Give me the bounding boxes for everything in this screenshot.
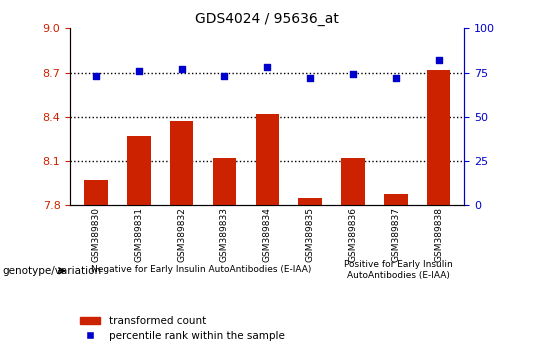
Point	[263, 64, 272, 70]
Text: Negative for Early Insulin AutoAntibodies (E-IAA): Negative for Early Insulin AutoAntibodie…	[91, 266, 312, 274]
Bar	[384, 194, 408, 354]
Bar	[341, 158, 365, 354]
Bar	[255, 114, 279, 354]
Bar	[299, 198, 322, 354]
Point	[306, 75, 314, 81]
Point	[349, 72, 357, 77]
Point	[92, 73, 100, 79]
Point	[177, 66, 186, 72]
Text: Positive for Early Insulin
AutoAntibodies (E-IAA): Positive for Early Insulin AutoAntibodie…	[345, 260, 453, 280]
Point	[434, 57, 443, 63]
Bar	[170, 121, 193, 354]
Point	[134, 68, 143, 74]
Bar	[427, 70, 450, 354]
Legend: transformed count, percentile rank within the sample: transformed count, percentile rank withi…	[76, 312, 289, 345]
Title: GDS4024 / 95636_at: GDS4024 / 95636_at	[195, 12, 339, 26]
Point	[220, 73, 229, 79]
Bar	[127, 136, 151, 354]
Bar	[84, 180, 107, 354]
Text: genotype/variation: genotype/variation	[3, 266, 102, 276]
Point	[392, 75, 400, 81]
Bar	[213, 158, 236, 354]
